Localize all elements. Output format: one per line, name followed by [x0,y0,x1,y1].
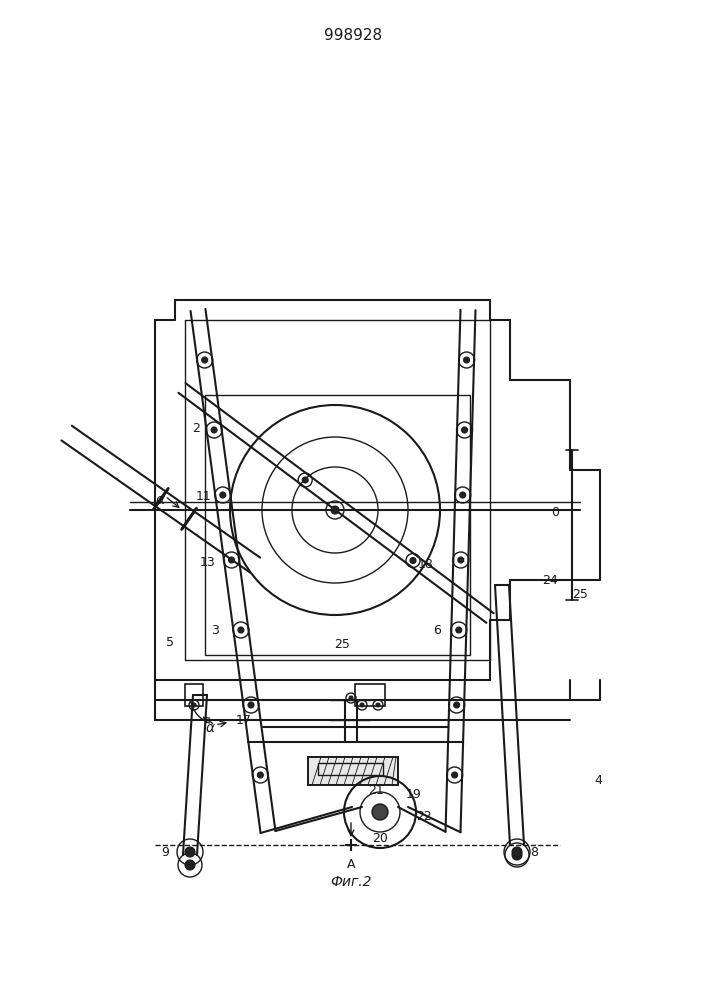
Text: 2: 2 [192,422,200,434]
Text: 0: 0 [551,506,559,518]
Circle shape [512,847,522,857]
Text: 18: 18 [418,558,434,570]
Circle shape [192,703,196,707]
Text: 22: 22 [416,810,432,824]
Circle shape [376,703,380,707]
Bar [308,757,398,785]
Circle shape [228,557,235,563]
Text: Фиг.2: Фиг.2 [330,875,372,889]
Circle shape [452,772,457,778]
Circle shape [331,506,339,514]
Circle shape [460,492,466,498]
Circle shape [458,557,464,563]
Text: 17: 17 [236,714,252,726]
Circle shape [220,492,226,498]
Text: 5: 5 [166,636,174,648]
Circle shape [248,702,254,708]
Text: 998928: 998928 [324,27,382,42]
Bar [355,684,385,706]
Text: 24: 24 [542,574,558,586]
Circle shape [349,696,353,700]
Bar [205,395,470,655]
Text: 19: 19 [406,788,422,802]
Text: 25: 25 [572,588,588,601]
Text: α: α [156,493,165,507]
Text: 11: 11 [196,490,212,504]
Text: α: α [206,721,214,735]
Circle shape [454,702,460,708]
Circle shape [372,804,388,820]
Circle shape [462,427,467,433]
Circle shape [512,850,522,860]
Circle shape [238,627,244,633]
Text: A: A [346,858,355,871]
Circle shape [185,847,195,857]
Circle shape [201,357,208,363]
Text: 8: 8 [530,846,538,858]
Bar [308,757,398,785]
Text: 21: 21 [368,784,384,796]
Circle shape [360,703,364,707]
Circle shape [464,357,469,363]
Circle shape [257,772,263,778]
Bar [185,684,203,706]
Text: 9: 9 [161,846,169,858]
Text: 6: 6 [433,624,441,637]
Text: 13: 13 [200,556,216,568]
Circle shape [185,860,195,870]
Text: 4: 4 [594,774,602,786]
Bar [318,763,383,775]
Circle shape [410,558,416,564]
Circle shape [211,427,217,433]
Text: 3: 3 [211,624,219,637]
Text: 25: 25 [334,639,350,652]
Circle shape [456,627,462,633]
Circle shape [302,477,308,483]
Text: 20: 20 [372,832,388,844]
